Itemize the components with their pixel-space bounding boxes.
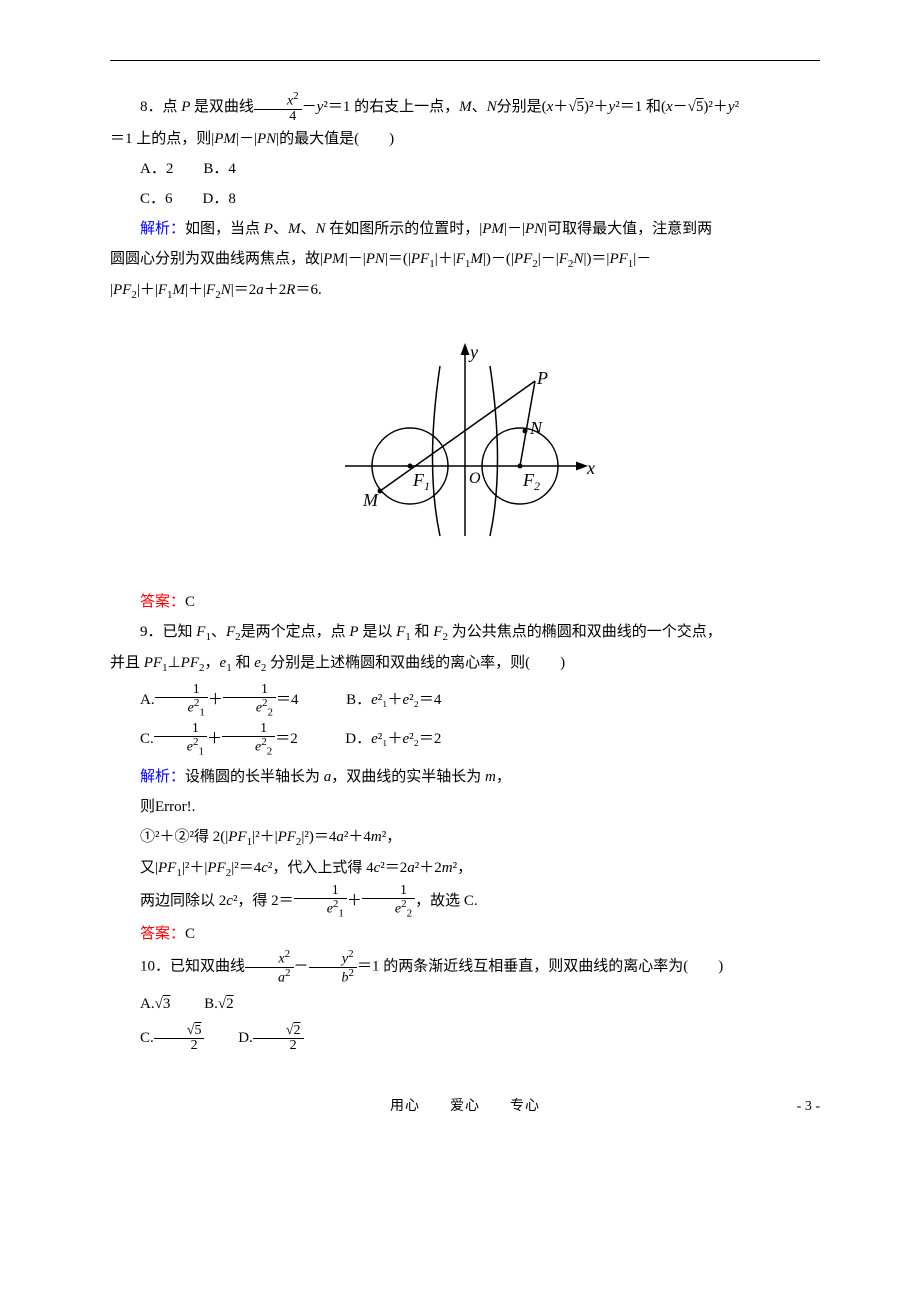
page-container: 8．点 P 是双曲线x24－y²＝1 的右支上一点，M、N分别是(x＋√5)²＋… bbox=[0, 0, 920, 1161]
q8-options-cd: C．6 D．8 bbox=[110, 184, 820, 214]
q9-line1: 9．已知 F1、F2是两个定点，点 P 是以 F1 和 F2 为公共焦点的椭圆和… bbox=[110, 617, 820, 648]
q8-line2: ＝1 上的点，则|PM|－|PN|的最大值是( ) bbox=[110, 124, 820, 154]
y-axis-label: y bbox=[468, 342, 478, 362]
q9-solution-3: ①²＋②²得 2(|PF1|²＋|PF2|²)＝4a²＋4m²， bbox=[110, 822, 820, 853]
answer-label: 答案： bbox=[140, 926, 185, 942]
q8-solution-2: 圆圆心分别为双曲线两焦点，故|PM|－|PN|＝(|PF1|＋|F1M|)－(|… bbox=[110, 244, 820, 275]
origin-label: O bbox=[469, 470, 481, 487]
page-footer: 用心 爱心 专心 - 3 - bbox=[110, 1093, 820, 1121]
q10-line1: 10．已知双曲线x2a2－y2b2＝1 的两条渐近线互相垂直，则双曲线的离心率为… bbox=[110, 949, 820, 985]
q10-options-cd: C.√52 D.√22 bbox=[110, 1023, 820, 1053]
page-number: - 3 - bbox=[760, 1093, 820, 1121]
answer-label: 答案： bbox=[140, 594, 185, 610]
point-m-label: M bbox=[362, 490, 379, 510]
q8-answer: 答案：C bbox=[110, 587, 820, 617]
q9-line2: 并且 PF1⊥PF2，e1 和 e2 分别是上述椭圆和双曲线的离心率，则( ) bbox=[110, 648, 820, 679]
q8-options-ab: A．2 B．4 bbox=[110, 154, 820, 184]
q9-options-cd: C.1e21＋1e22＝2 D．e²₁＋e²₂＝2 bbox=[110, 722, 820, 757]
f2-label: F2 bbox=[522, 470, 540, 493]
q9-solution-4: 又|PF1|²＋|PF2|²＝4c²，代入上式得 4c²＝2a²＋2m²， bbox=[110, 853, 820, 884]
q8-solution-3: |PF2|＋|F1M|＋|F2N|＝2a＋2R＝6. bbox=[110, 275, 820, 306]
q8-figure: y x P N M O F1 F2 bbox=[110, 336, 820, 557]
f1-label: F1 bbox=[412, 470, 430, 493]
hyperbola-diagram: y x P N M O F1 F2 bbox=[325, 336, 605, 546]
q9-options-ab: A.1e21＋1e22＝4 B．e²₁＋e²₂＝4 bbox=[110, 683, 820, 718]
horizontal-rule bbox=[110, 60, 820, 61]
solution-label: 解析： bbox=[140, 769, 185, 785]
point-n-label: N bbox=[529, 418, 543, 438]
q10-options-ab: A.√3 B.√2 bbox=[110, 989, 820, 1019]
q9-solution-2: 则Error!. bbox=[110, 792, 820, 822]
q9-solution-5: 两边同除以 2c²，得 2＝1e21＋1e22，故选 C. bbox=[110, 884, 820, 919]
q9-solution-1: 解析：设椭圆的长半轴长为 a，双曲线的实半轴长为 m， bbox=[110, 762, 820, 792]
solution-label: 解析： bbox=[140, 221, 185, 237]
footer-motto: 用心 爱心 专心 bbox=[170, 1093, 760, 1121]
x-axis-label: x bbox=[586, 458, 595, 478]
q9-answer: 答案：C bbox=[110, 919, 820, 949]
point-p-label: P bbox=[536, 368, 548, 388]
q8-solution-1: 解析：如图，当点 P、M、N 在如图所示的位置时，|PM|－|PN|可取得最大值… bbox=[110, 214, 820, 244]
q8-line1: 8．点 P 是双曲线x24－y²＝1 的右支上一点，M、N分别是(x＋√5)²＋… bbox=[110, 91, 820, 124]
